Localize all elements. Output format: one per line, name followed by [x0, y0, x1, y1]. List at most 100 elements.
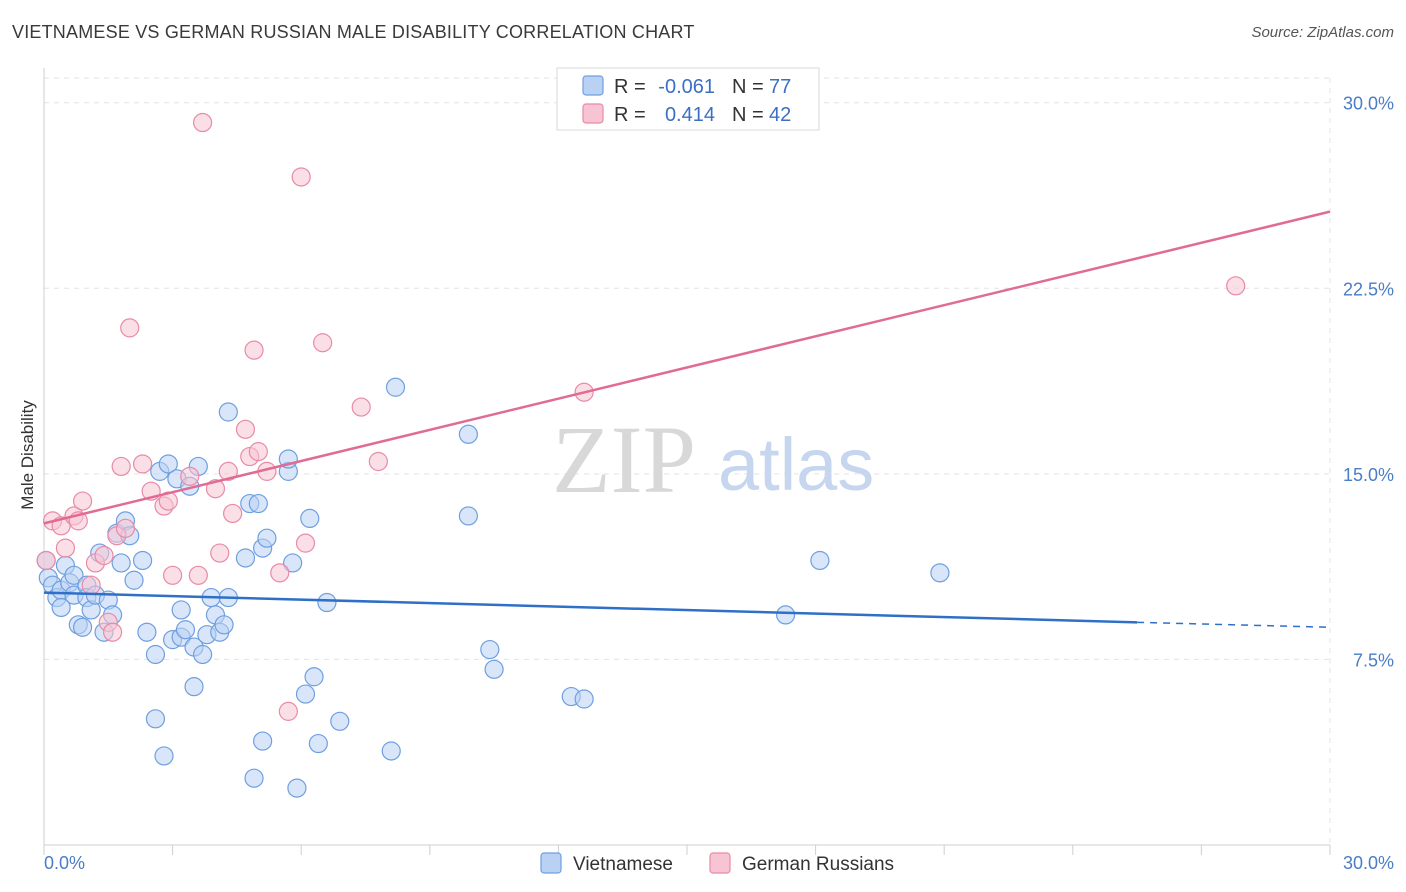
german-russian-point-30	[244, 340, 264, 360]
x-tick-label-min: 0.0%	[44, 853, 85, 873]
vietnamese-point-54	[257, 528, 277, 548]
vietnamese-point-51	[248, 493, 268, 514]
legend-n-label-1: N =	[732, 76, 764, 98]
legend-r-value-1: -0.061	[658, 76, 715, 98]
german-russian-point-15	[120, 318, 140, 338]
german-russian-point-35	[291, 167, 311, 187]
vietnamese-point-29	[154, 746, 174, 766]
y-tick-label-0: 7.5%	[1353, 650, 1394, 670]
series-legend-swatch-german-russian	[709, 852, 731, 874]
vietnamese-point-47	[218, 402, 238, 422]
trend-lines	[43, 210, 1331, 629]
german-russian-point-23	[193, 112, 213, 133]
vietnamese-trend-line	[43, 591, 1138, 624]
vietnamese-point-60	[300, 508, 320, 529]
vietnamese-point-35	[175, 620, 196, 640]
legend-n-value-1: 77	[769, 76, 791, 98]
source-credit: Source: ZipAtlas.com	[1251, 24, 1394, 41]
vietnamese-point-38	[184, 677, 204, 697]
german-russian-point-27	[223, 503, 243, 524]
vietnamese-point-70	[484, 659, 504, 679]
vietnamese-point-57	[283, 553, 303, 573]
german-russian-point-38	[351, 397, 371, 417]
german-russian-point-26	[218, 461, 238, 481]
german-russian-point-34	[278, 701, 298, 721]
vietnamese-point-50	[244, 768, 264, 788]
vietnamese-point-74	[810, 550, 830, 571]
legend-swatch-vietnamese	[582, 75, 604, 96]
y-tick-label-1: 15.0%	[1343, 465, 1394, 485]
vietnamese-point-48	[235, 548, 256, 568]
vietnamese-point-63	[317, 592, 337, 613]
german-russian-point-28	[235, 419, 256, 439]
german-russian-trend-line	[43, 210, 1331, 525]
vietnamese-point-10	[72, 617, 93, 637]
german-russian-point-7	[81, 575, 101, 595]
vietnamese-point-68	[458, 424, 478, 444]
series-legend: Vietnamese German Russians	[540, 852, 894, 875]
vietnamese-point-73	[775, 605, 796, 625]
watermark: ZIP atlas	[552, 406, 874, 513]
vietnamese-point-4	[51, 597, 71, 618]
series-legend-swatch-vietnamese	[540, 852, 562, 874]
legend-swatch-german-russian	[582, 103, 604, 124]
vietnamese-point-75	[930, 563, 950, 583]
series-legend-german-russian: German Russians	[742, 854, 894, 875]
vietnamese-point-34	[171, 600, 191, 620]
german-russian-point-14	[115, 518, 136, 538]
vietnamese-point-59	[295, 684, 316, 704]
y-tick-label-3: 30.0%	[1343, 94, 1394, 114]
correlation-legend: R = -0.061 N = 77 R = 0.414 N = 42	[556, 67, 820, 131]
legend-r-label-2: R =	[614, 104, 646, 126]
vietnamese-point-64	[330, 711, 350, 731]
y-tick-labels: 7.5% 15.0% 22.5% 30.0%	[1343, 94, 1394, 671]
german-russian-point-9	[94, 545, 114, 566]
vietnamese-point-24	[132, 550, 153, 571]
vietnamese-point-23	[124, 570, 144, 590]
vietnamese-point-53	[253, 731, 273, 751]
german-russian-point-37	[313, 333, 333, 353]
vietnamese-point-8	[64, 565, 84, 585]
vietnamese-point-72	[574, 689, 594, 709]
german-russian-point-20	[163, 565, 183, 585]
vietnamese-point-45	[214, 615, 234, 635]
german-russian-point-21	[180, 466, 200, 486]
vietnamese-point-61	[304, 667, 324, 687]
legend-n-label-2: N =	[732, 104, 764, 126]
y-axis-label: Male Disability	[18, 400, 37, 510]
vietnamese-point-58	[287, 778, 307, 798]
german-russian-point-3	[55, 538, 76, 558]
vietnamese-point-25	[137, 622, 157, 642]
x-tick-labels: 0.0% 30.0%	[44, 853, 1394, 873]
german-russian-point-11	[102, 622, 123, 642]
watermark-zip: ZIP	[552, 406, 696, 513]
y-tick-label-2: 22.5%	[1343, 279, 1394, 299]
vietnamese-point-67	[458, 506, 478, 526]
vietnamese-point-27	[145, 644, 166, 665]
german-russian-point-39	[368, 451, 388, 472]
vietnamese-point-66	[385, 377, 406, 397]
german-russian-point-16	[132, 454, 153, 474]
legend-n-value-2: 42	[769, 104, 791, 126]
axes	[43, 68, 1331, 855]
vietnamese-point-69	[480, 639, 500, 660]
vietnamese-point-62	[308, 733, 328, 754]
vietnamese-point-26	[145, 709, 166, 729]
german-russian-point-36	[295, 533, 316, 553]
vietnamese-point-40	[193, 644, 213, 665]
vietnamese-trend-extension	[1137, 621, 1331, 629]
legend-r-label-1: R =	[614, 76, 646, 98]
german-russian-point-24	[205, 479, 226, 499]
german-russian-point-22	[188, 565, 208, 585]
x-tick-label-max: 30.0%	[1343, 853, 1394, 873]
german-russian-point-33	[270, 563, 290, 583]
german-russian-point-0	[36, 550, 56, 571]
legend-r-value-2: 0.414	[665, 104, 715, 126]
chart-title: VIETNAMESE VS GERMAN RUSSIAN MALE DISABI…	[12, 22, 695, 42]
watermark-atlas: atlas	[718, 423, 874, 506]
vietnamese-point-65	[381, 741, 401, 761]
vietnamese-point-20	[111, 553, 131, 573]
vietnamese-point-30	[158, 454, 178, 474]
german-russian-point-6	[72, 491, 93, 511]
